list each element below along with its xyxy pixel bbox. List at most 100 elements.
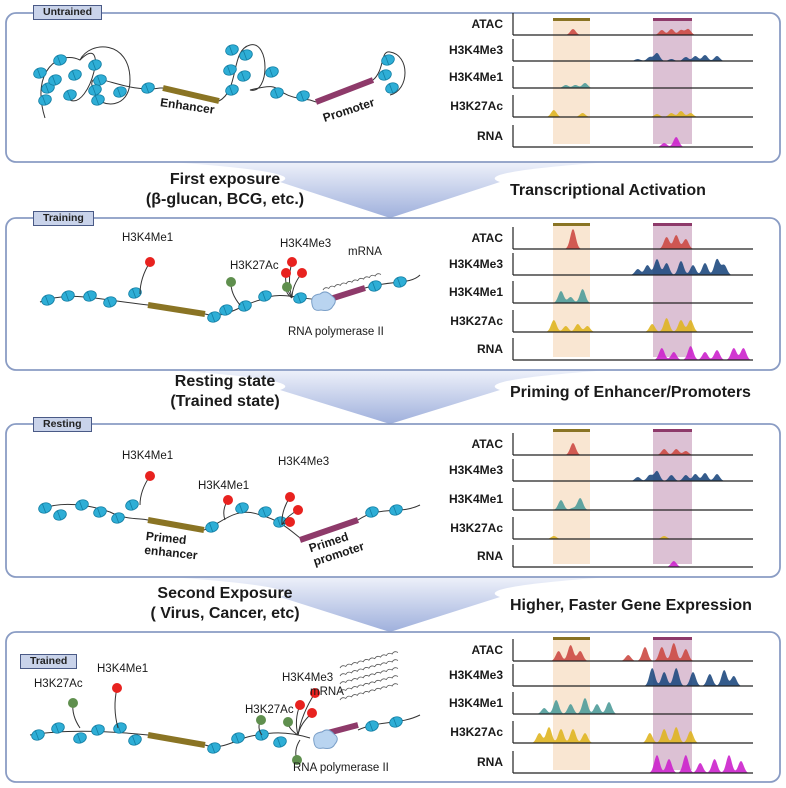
nucleosome-core (128, 287, 142, 299)
nucleosome-core (378, 69, 392, 81)
nucleosome-core (231, 732, 245, 744)
nucleosome (53, 509, 67, 521)
h3k4me1-label: H3K4Me1 (122, 232, 174, 244)
nucleosome-core (223, 64, 237, 76)
methylation-mark (145, 471, 155, 481)
methylation-mark (297, 268, 307, 278)
nucleosome (378, 69, 392, 81)
nucleosome (88, 84, 102, 96)
nucleosome (231, 732, 245, 744)
nucleosome (385, 82, 399, 94)
track-label-h3k4me3: H3K4Me3 (448, 257, 503, 271)
mrna-label: mRNA (310, 686, 344, 698)
nucleosome-core (389, 716, 403, 728)
nucleosome (258, 506, 272, 518)
nucleosome-core (53, 509, 67, 521)
acetylation-mark (283, 717, 293, 727)
methylation-mark (307, 708, 317, 718)
nucleosome-groove (131, 288, 137, 299)
nucleosome-groove (51, 75, 57, 86)
nucleosome (83, 290, 97, 302)
nucleosome-groove (36, 68, 42, 79)
nucleosome-core (141, 82, 155, 94)
panel-tag-training: Training (33, 211, 94, 226)
track-label-h3k4me1: H3K4Me1 (448, 285, 503, 299)
promoter-bar (299, 517, 359, 543)
nucleosome-core (41, 294, 55, 306)
promoter-bar (653, 429, 692, 432)
signal-h3k4me3 (513, 258, 753, 275)
mrna-strand (322, 273, 382, 291)
promoter-band (653, 21, 692, 144)
nucleosome (51, 722, 65, 734)
nucleosome-groove (228, 45, 234, 56)
nucleosome (75, 499, 89, 511)
h3k27ac-label: H3K27Ac (245, 704, 294, 716)
nucleosome (293, 292, 307, 304)
transition-1-subtitle: (β-glucan, BCG, etc.) (145, 191, 305, 208)
transition-arrow (170, 577, 610, 632)
nucleosome (125, 499, 139, 511)
rna-polymerase-label: RNA polymerase II (288, 326, 384, 338)
nucleosome (33, 67, 47, 79)
promoter-bar (653, 637, 692, 640)
panel-tag-untrained: Untrained (33, 5, 103, 20)
nucleosome-groove (276, 737, 282, 748)
nucleosome-groove (396, 277, 402, 288)
nucleosome-core (33, 67, 47, 79)
nucleosome-core (207, 742, 221, 754)
nucleosome-core (53, 54, 67, 66)
transition-1-right: Transcriptional Activation (510, 182, 706, 199)
nucleosome-groove (128, 500, 134, 511)
mrna-strand (339, 675, 399, 693)
track-label-rna: RNA (477, 342, 503, 356)
nucleosome (73, 732, 87, 744)
track-label-atac: ATAC (471, 17, 503, 31)
nucleosome-core (385, 82, 399, 94)
signal-atac (513, 229, 753, 249)
signal-atac (513, 443, 753, 455)
transition-2-left: Resting state (Trained state) (110, 372, 340, 412)
nucleosome (48, 74, 62, 86)
nucleosome-core (38, 502, 52, 514)
nucleosome-groove (34, 730, 40, 741)
methylation-mark (287, 257, 297, 267)
nucleosome-groove (241, 301, 247, 312)
nucleosome-groove (226, 65, 232, 76)
track-label-h3k27ac: H3K27Ac (450, 99, 503, 113)
nucleosome-groove (54, 723, 60, 734)
nucleosome (225, 84, 239, 96)
nucleosome-groove (371, 281, 377, 292)
nucleosome-core (265, 66, 279, 78)
acetylation-mark (68, 698, 78, 708)
nucleosome (61, 290, 75, 302)
track-label-h3k4me3: H3K4Me3 (448, 463, 503, 477)
panel-tag-resting: Resting (33, 417, 92, 432)
nucleosome-core (73, 732, 87, 744)
nucleosome-groove (261, 507, 267, 518)
nucleosome-core (381, 54, 395, 66)
nucleosome (41, 82, 55, 94)
nucleosome-groove (222, 305, 228, 316)
nucleosome-groove (228, 85, 234, 96)
nucleosome-groove (44, 295, 50, 306)
enhancer-bar (553, 637, 590, 640)
nucleosome-core (111, 512, 125, 524)
h3k4me3-label: H3K4Me3 (282, 672, 334, 684)
nucleosome (141, 82, 155, 94)
nucleosome-groove (86, 291, 92, 302)
track-label-atac: ATAC (471, 231, 503, 245)
nucleosome (128, 734, 142, 746)
signal-h3k27ac (513, 110, 753, 117)
nucleosome-groove (114, 513, 120, 524)
nucleosome-groove (78, 500, 84, 511)
nucleosome-core (128, 734, 142, 746)
acetylation-mark (226, 277, 236, 287)
signal-rna (513, 346, 753, 360)
signal-h3k4me3 (513, 52, 753, 61)
nucleosome-groove (96, 75, 102, 86)
nucleosome-groove (392, 717, 398, 728)
nucleosome (93, 74, 107, 86)
rna-polymerase-icon (311, 291, 336, 311)
